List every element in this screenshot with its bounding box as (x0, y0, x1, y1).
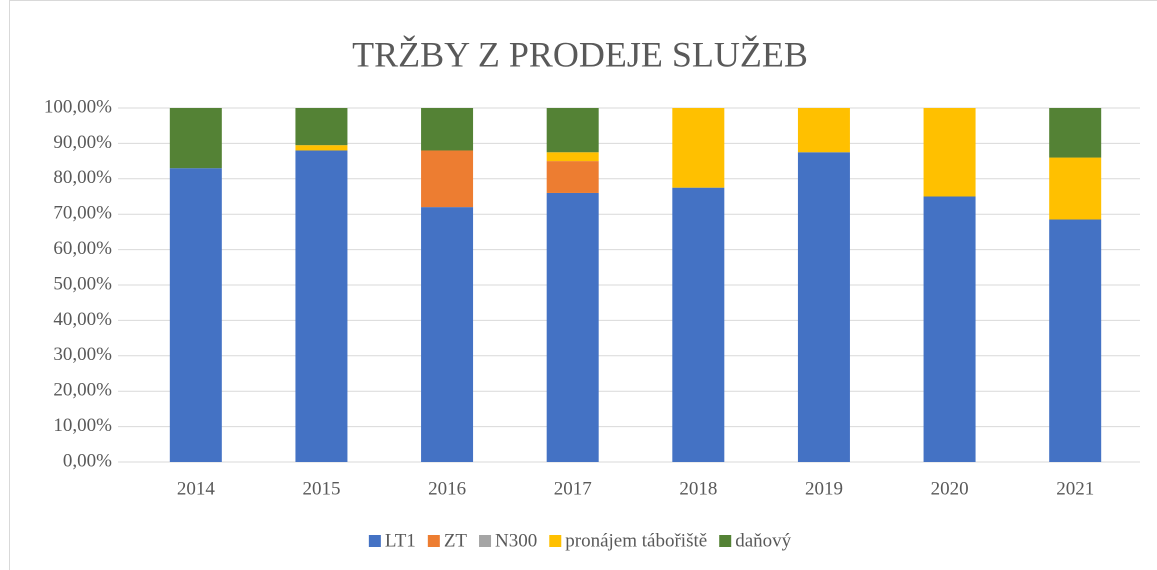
y-tick-label: 10,00% (53, 415, 112, 436)
bar-segment (546, 192, 599, 462)
legend-label: N300 (495, 530, 537, 551)
y-tick-label: 30,00% (53, 344, 112, 365)
x-tick-label: 2015 (302, 478, 340, 499)
legend-label: ZT (444, 530, 468, 551)
legend-swatch (368, 535, 381, 547)
x-tick-label: 2016 (428, 478, 466, 499)
bar-segment (1049, 157, 1102, 220)
legend-swatch (549, 535, 562, 547)
x-tick-label: 2021 (1056, 478, 1094, 499)
bar-segment (546, 161, 599, 193)
bar-segment (546, 152, 599, 162)
bar-segment (797, 108, 850, 153)
bar-segment (295, 150, 348, 463)
y-tick-label: 40,00% (53, 309, 112, 330)
chart-border (9, 0, 1157, 570)
y-tick-label: 20,00% (53, 380, 112, 401)
bar-segment (923, 108, 976, 197)
chart-title: TRŽBY Z PRODEJE SLUŽEB (352, 34, 808, 74)
bar-segment (672, 187, 725, 462)
x-tick-label: 2018 (679, 478, 717, 499)
legend-swatch (427, 535, 440, 547)
bar-segment (1049, 108, 1102, 158)
legend-swatch (719, 535, 732, 547)
bar-segment (923, 196, 976, 462)
y-tick-label: 50,00% (53, 273, 112, 294)
legend-label: LT1 (385, 530, 416, 551)
legend-label: pronájem tábořiště (565, 530, 707, 551)
bar-segment (672, 108, 725, 188)
x-tick-label: 2017 (554, 478, 592, 499)
y-tick-label: 70,00% (53, 203, 112, 224)
bar-segment (421, 150, 474, 208)
bar-segment (1049, 219, 1102, 462)
bar-segment (421, 207, 474, 462)
x-tick-label: 2014 (177, 478, 216, 499)
legend-swatch (479, 535, 492, 547)
bar-segment (546, 108, 599, 153)
y-tick-label: 60,00% (53, 238, 112, 259)
y-tick-label: 0,00% (63, 450, 112, 471)
bar-segment (169, 168, 222, 462)
bar-segment (797, 152, 850, 462)
bar-segment (169, 108, 222, 169)
bar-segment (295, 108, 348, 146)
bar-segment (295, 145, 348, 151)
x-tick-label: 2020 (931, 478, 969, 499)
legend-label: daňový (735, 530, 791, 551)
y-tick-label: 100,00% (44, 96, 112, 117)
x-tick-label: 2019 (805, 478, 843, 499)
y-tick-label: 90,00% (53, 132, 112, 153)
bar-segment (421, 108, 474, 151)
y-tick-label: 80,00% (53, 167, 112, 188)
